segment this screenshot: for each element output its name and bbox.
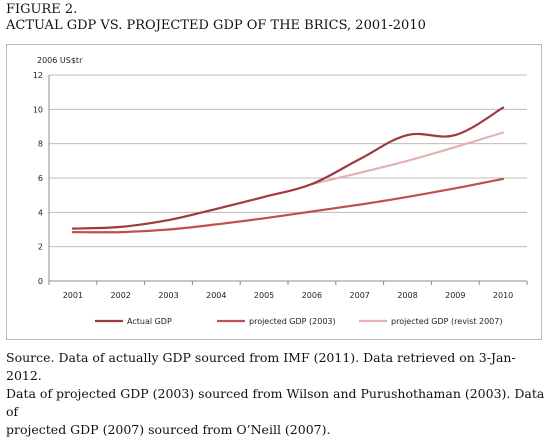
- y-tick-label: 10: [33, 105, 43, 114]
- series-layer: [71, 106, 505, 234]
- series-line-0: [71, 106, 505, 230]
- x-tick-label: 2001: [63, 291, 83, 300]
- x-tick-label: 2007: [350, 291, 370, 300]
- y-tick-label: 12: [33, 71, 43, 80]
- x-tick-label: 2003: [158, 291, 178, 300]
- x-tick-label: 2008: [397, 291, 417, 300]
- legend-label-2: projected GDP (revist 2007): [391, 317, 502, 326]
- legend-label-1: projected GDP (2003): [249, 317, 336, 326]
- x-tick-label: 2002: [111, 291, 131, 300]
- figure-label: FIGURE 2.: [6, 2, 78, 17]
- chart-frame: 2006 US$tr 0 2 4 6 8 10 12 2001 2002 2003 2004 2005 2…: [6, 44, 542, 340]
- figure-header: FIGURE 2. ACTUAL GDP VS. PROJECTED GDP O…: [6, 2, 426, 34]
- y-axis-label: 2006 US$tr: [37, 56, 83, 65]
- legend-label-0: Actual GDP: [127, 317, 172, 326]
- x-tick-label: 2005: [254, 291, 274, 300]
- y-tick-label: 0: [38, 277, 43, 286]
- y-tick-label: 6: [38, 174, 43, 183]
- grid-layer: [48, 74, 528, 285]
- y-tick-label: 8: [38, 140, 43, 149]
- y-tick-label: 2: [38, 243, 43, 252]
- x-tick-label: 2004: [206, 291, 226, 300]
- series-line-1: [71, 177, 505, 234]
- source-note: Source. Data of actually GDP sourced fro…: [6, 350, 545, 437]
- ticks-layer: 2006 US$tr 0 2 4 6 8 10 12 2001 2002 2003 2004 2005 2…: [33, 56, 513, 300]
- legend-layer: Actual GDP projected GDP (2003) projected …: [95, 317, 502, 326]
- x-tick-label: 2006: [302, 291, 322, 300]
- x-tick-label: 2009: [445, 291, 465, 300]
- figure-title: ACTUAL GDP VS. PROJECTED GDP OF THE BRIC…: [6, 18, 426, 33]
- y-tick-label: 4: [38, 208, 43, 217]
- series-line-2: [310, 131, 505, 186]
- x-tick-label: 2010: [493, 291, 513, 300]
- gdp-line-chart: 2006 US$tr 0 2 4 6 8 10 12 2001 2002 2003 2004 2005 2…: [33, 56, 528, 326]
